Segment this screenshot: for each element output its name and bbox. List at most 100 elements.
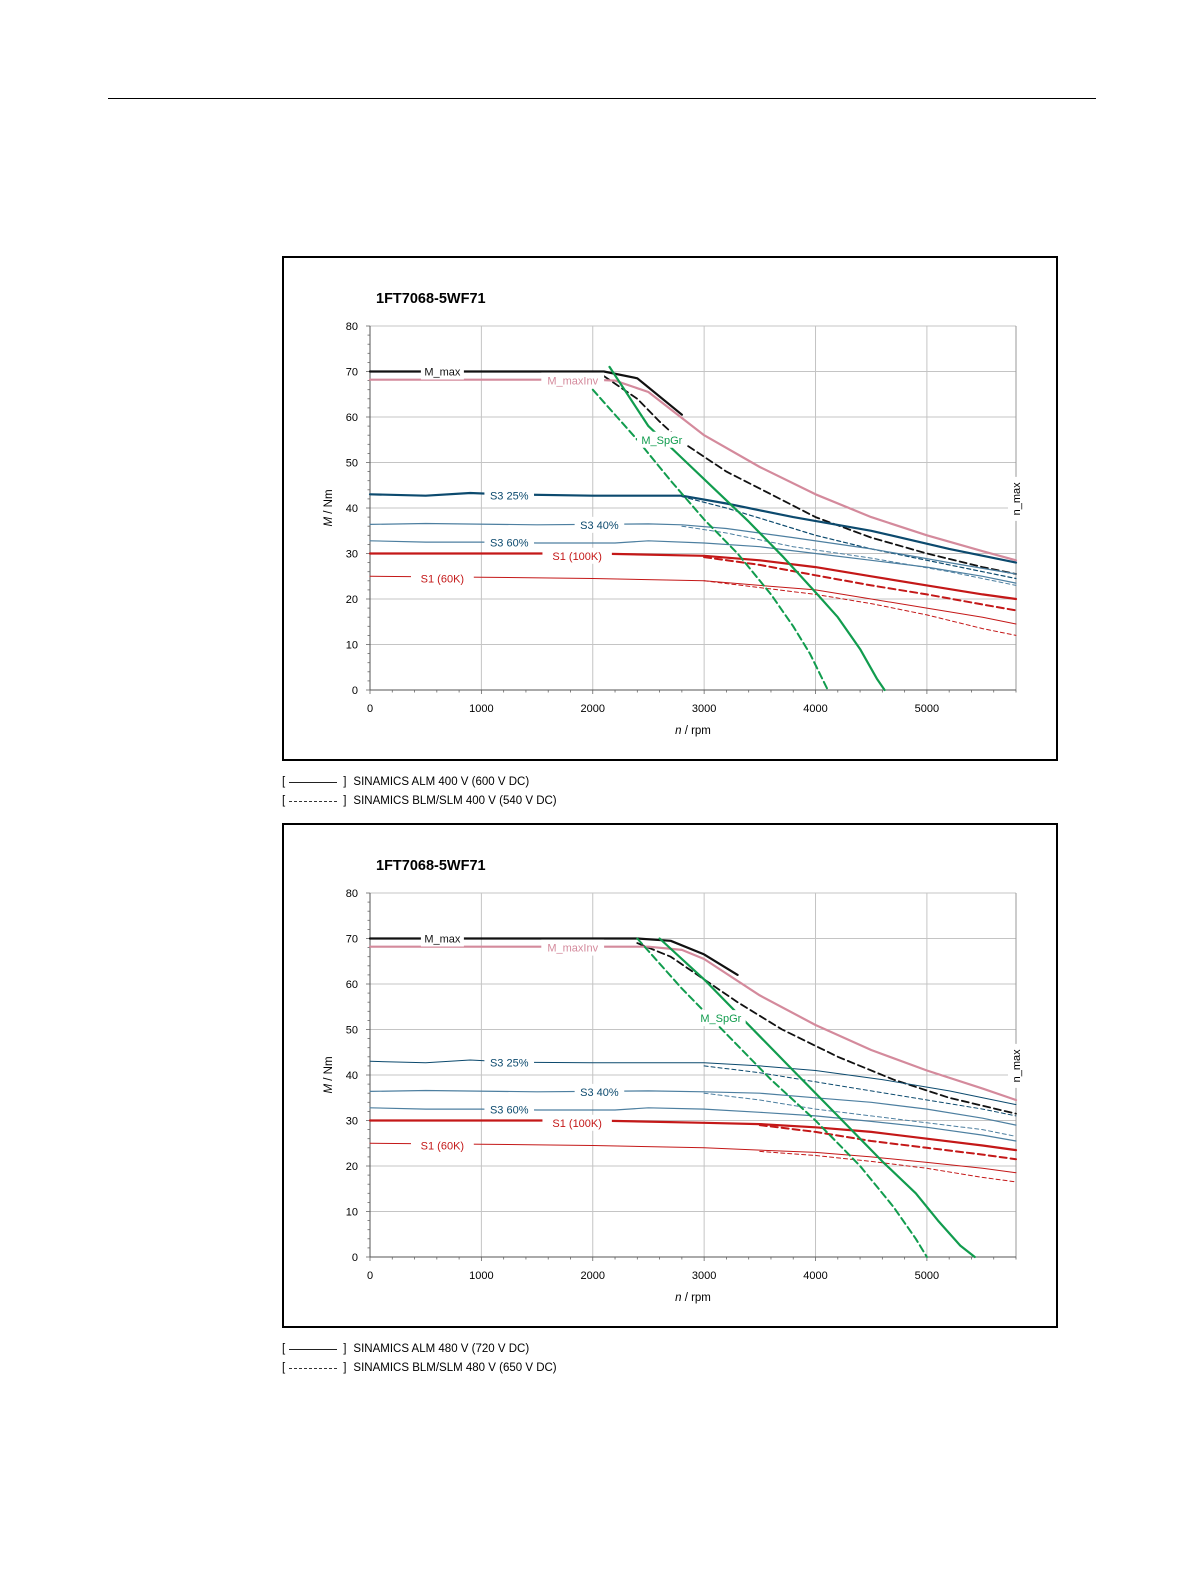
x-tick-label: 3000 bbox=[692, 703, 716, 715]
curve-label: S3 60% bbox=[490, 538, 529, 550]
curve-label-bg bbox=[484, 1054, 535, 1071]
curve-label: S3 40% bbox=[580, 1087, 619, 1099]
x-axis-title: n / rpm bbox=[675, 725, 711, 737]
series-s3-25 bbox=[369, 1059, 1017, 1106]
legend-400v: [ ] SINAMICS ALM 400 V (600 V DC) [ ] SI… bbox=[282, 773, 557, 811]
torque-speed-chart-400v: 1FT7068-5WF71 0 10 20 30 40 50 60 70 80 0 1000 2000 3… bbox=[323, 291, 1024, 737]
chart-frame-1: 1FT7068-5WF71 0 10 20 30 40 50 60 70 80 0 1000 2000 3… bbox=[282, 256, 1058, 761]
n-max-label-bg bbox=[1008, 1043, 1024, 1088]
y-tick-label: 40 bbox=[346, 503, 358, 515]
x-tick-label: 4000 bbox=[803, 703, 827, 715]
y-tick-label: 80 bbox=[346, 321, 358, 333]
series-s3-25 bbox=[368, 491, 1018, 564]
x-tick-label: 3000 bbox=[692, 1270, 716, 1282]
legend-480v: [ ] SINAMICS ALM 480 V (720 V DC) [ ] SI… bbox=[282, 1340, 557, 1378]
chart-title: 1FT7068-5WF71 bbox=[376, 858, 486, 874]
x-tick-label: 0 bbox=[367, 703, 373, 715]
y-tick-label: 40 bbox=[346, 1070, 358, 1082]
chart-frame-2: 1FT7068-5WF71 0 10 20 30 40 50 60 70 80 0 1000 2000 3… bbox=[282, 823, 1058, 1328]
series-s3-25-blm-slm bbox=[681, 496, 1017, 580]
legend-solid-text: SINAMICS ALM 480 V (720 V DC) bbox=[353, 1343, 530, 1355]
series-s1-60k-blm-slm bbox=[759, 1150, 1017, 1183]
curve-label-bg bbox=[484, 534, 535, 551]
y-axis-unit: / Nm bbox=[323, 1056, 335, 1083]
series-m-max bbox=[368, 937, 739, 976]
series-m-max bbox=[368, 370, 683, 416]
curve-label: S3 40% bbox=[580, 520, 619, 532]
series-m-maxinv bbox=[368, 945, 1018, 1102]
series-m-max-blm-slm bbox=[602, 375, 1017, 575]
y-tick-label: 10 bbox=[346, 640, 358, 652]
legend-dashed-text: SINAMICS BLM/SLM 400 V (540 V DC) bbox=[353, 795, 557, 807]
x-tick-label: 1000 bbox=[469, 703, 493, 715]
series-s3-60 bbox=[369, 1107, 1017, 1142]
curve-label-bg bbox=[484, 1101, 535, 1118]
n-max-label: n_max bbox=[1011, 1049, 1023, 1083]
x-tick-label: 2000 bbox=[581, 703, 605, 715]
y-tick-label: 60 bbox=[346, 979, 358, 991]
n-max-label-bg bbox=[1008, 476, 1024, 521]
curve-label-bg bbox=[542, 1114, 612, 1131]
legend-row-dashed: [ ] SINAMICS BLM/SLM 400 V (540 V DC) bbox=[282, 792, 557, 811]
series-s1-60k-blm-slm bbox=[703, 580, 1017, 636]
x-tick-label: 4000 bbox=[803, 1270, 827, 1282]
legend-row-solid: [ ] SINAMICS ALM 480 V (720 V DC) bbox=[282, 1340, 557, 1359]
curve-label: M_max bbox=[424, 934, 461, 946]
series-s1-100k bbox=[368, 1119, 1018, 1152]
y-tick-label: 30 bbox=[346, 1116, 358, 1128]
dashed-line-sample bbox=[289, 1368, 338, 1369]
series-s1-100k-blm-slm bbox=[758, 1124, 1017, 1161]
curve-label: S1 (100K) bbox=[552, 551, 602, 563]
x-tick-label: 5000 bbox=[915, 703, 939, 715]
curve-label-bg bbox=[574, 516, 625, 533]
x-axis-title: n / rpm bbox=[675, 1292, 711, 1304]
x-tick-label: 2000 bbox=[581, 1270, 605, 1282]
x-tick-label: 0 bbox=[367, 1270, 373, 1282]
y-tick-label: 30 bbox=[346, 549, 358, 561]
y-tick-label: 0 bbox=[352, 685, 358, 697]
curve-label-bg bbox=[420, 363, 464, 380]
y-tick-label: 50 bbox=[346, 1025, 358, 1037]
curve-label: S3 60% bbox=[490, 1105, 529, 1117]
y-tick-label: 50 bbox=[346, 458, 358, 470]
curve-label: M_SpGr bbox=[700, 1013, 741, 1025]
y-tick-label: 20 bbox=[346, 594, 358, 606]
y-tick-label: 80 bbox=[346, 888, 358, 900]
x-tick-label: 5000 bbox=[915, 1270, 939, 1282]
legend-row-dashed: [ ] SINAMICS BLM/SLM 480 V (650 V DC) bbox=[282, 1359, 557, 1378]
series-s3-40 bbox=[369, 1089, 1017, 1126]
legend-dashed-text: SINAMICS BLM/SLM 480 V (650 V DC) bbox=[353, 1362, 557, 1374]
curve-label: S3 25% bbox=[490, 491, 529, 503]
curve-label: M_SpGr bbox=[641, 435, 682, 447]
curve-label-bg bbox=[637, 431, 687, 448]
x-axis-variable: n bbox=[675, 725, 681, 737]
curve-label: S1 (60K) bbox=[421, 1141, 464, 1153]
series-s3-25-blm-slm bbox=[703, 1065, 1017, 1117]
x-tick-label: 1000 bbox=[469, 1270, 493, 1282]
series-s3-40-blm-slm bbox=[681, 525, 1017, 586]
curve-label-bg bbox=[410, 1137, 474, 1154]
curve-label: M_maxInv bbox=[547, 943, 598, 955]
legend-row-solid: [ ] SINAMICS ALM 400 V (600 V DC) bbox=[282, 773, 557, 792]
curve-label: M_max bbox=[424, 367, 461, 379]
curve-label-bg bbox=[420, 930, 464, 947]
curve-label: S1 (100K) bbox=[552, 1118, 602, 1130]
x-axis-unit: / rpm bbox=[682, 725, 711, 737]
series-s3-60 bbox=[369, 540, 1017, 584]
legend-solid-text: SINAMICS ALM 400 V (600 V DC) bbox=[353, 776, 530, 788]
y-tick-label: 20 bbox=[346, 1161, 358, 1173]
series-m-spgr-blm-slm bbox=[636, 937, 928, 1258]
series-m-spgr-blm-slm bbox=[591, 388, 829, 691]
series-m-spgr bbox=[658, 937, 976, 1259]
curve-label-bg bbox=[542, 547, 612, 564]
series-m-max-blm-slm bbox=[636, 942, 1017, 1115]
series-s3-40-blm-slm bbox=[703, 1092, 1017, 1137]
curve-label: S1 (60K) bbox=[421, 574, 464, 586]
curve-label: M_maxInv bbox=[547, 376, 598, 388]
curve-label-bg bbox=[574, 1083, 625, 1100]
solid-line-sample bbox=[289, 782, 338, 783]
series-s1-60k bbox=[369, 575, 1017, 625]
y-axis-unit: / Nm bbox=[323, 489, 335, 516]
page-header-rule bbox=[108, 98, 1096, 99]
series-s3-40 bbox=[369, 522, 1017, 575]
